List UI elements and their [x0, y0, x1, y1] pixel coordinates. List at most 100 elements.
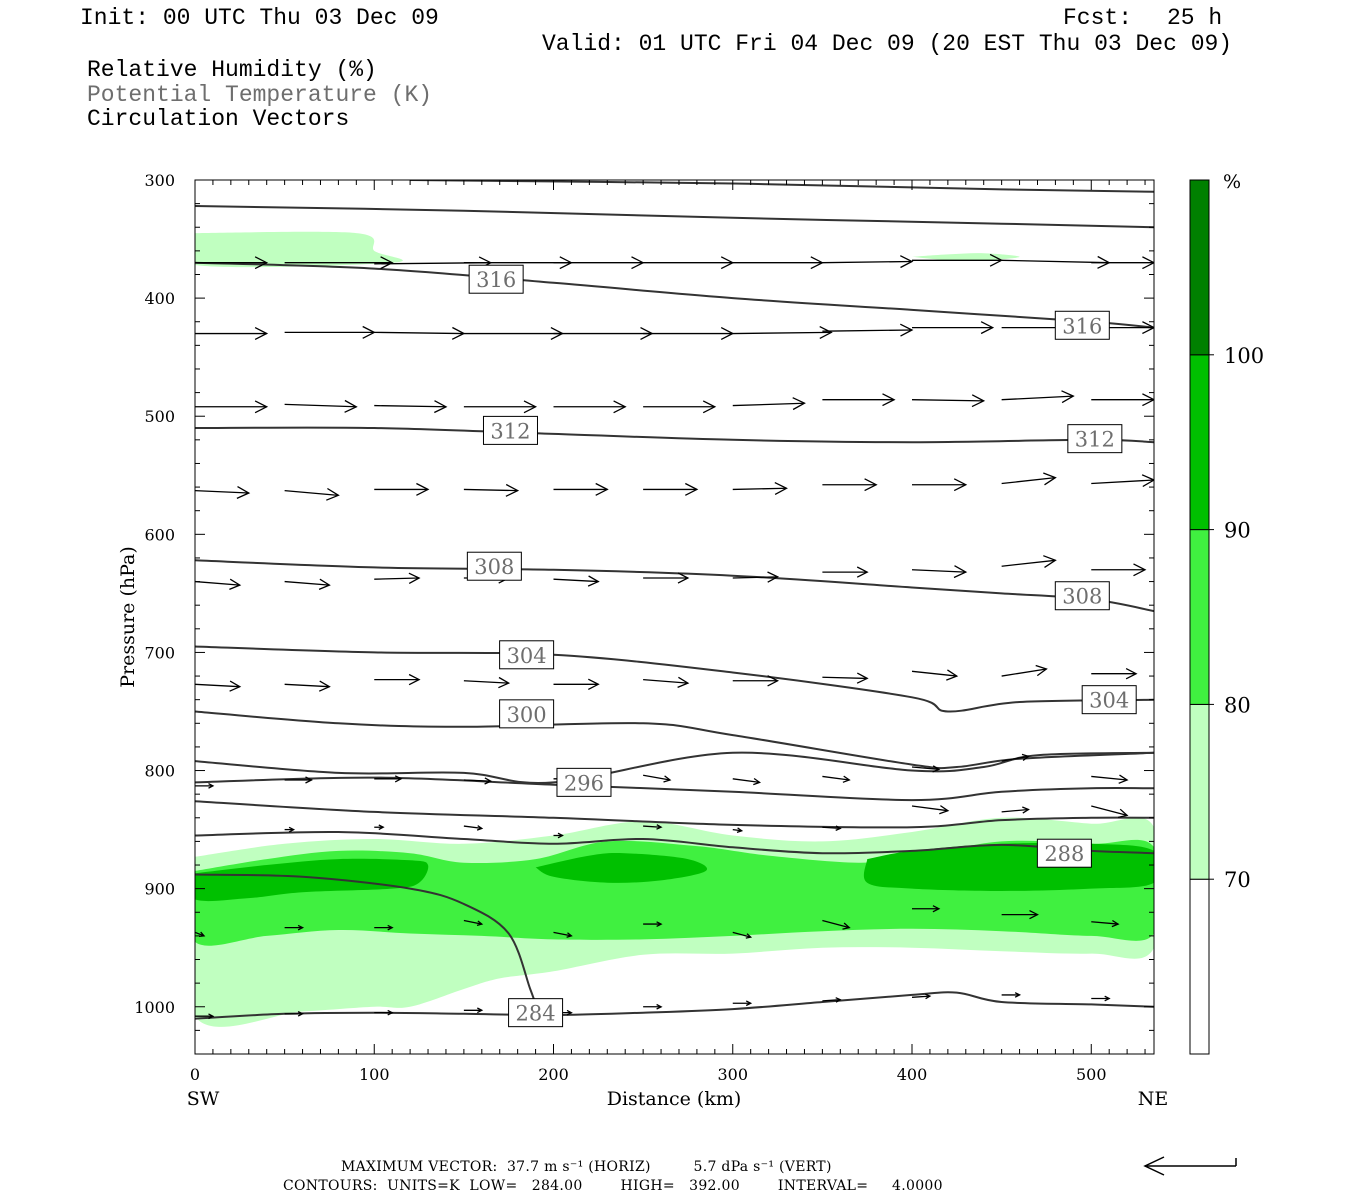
- theta-label-text: 284: [516, 1002, 556, 1026]
- forecast-label: Fcst:: [1063, 5, 1133, 31]
- vector-head: [587, 575, 600, 587]
- vector-head: [663, 775, 672, 783]
- vector-shaft: [463, 825, 482, 830]
- theta-contour-302-6: [195, 710, 1154, 770]
- vector-head: [792, 397, 806, 411]
- theta-label-312-9: 312: [1067, 424, 1123, 454]
- x-tick-label-200: 200: [538, 1065, 569, 1084]
- vector-shaft: [463, 680, 509, 684]
- circulation-vector-90: [463, 919, 484, 927]
- circulation-vector-51: [822, 566, 869, 578]
- vector-head: [1043, 472, 1057, 486]
- vector-shaft: [643, 825, 662, 828]
- vector-head: [989, 253, 1004, 267]
- circulation-vector-25: [463, 400, 538, 414]
- circulation-vector-77: [284, 826, 296, 833]
- vector-shaft: [463, 488, 518, 492]
- circulation-vector-36: [463, 483, 520, 497]
- theta-label-box: [1067, 424, 1123, 454]
- vector-head: [736, 827, 744, 834]
- vector-head: [523, 400, 538, 414]
- circulation-vector-100: [374, 1009, 394, 1016]
- circulation-vector-105: [822, 997, 842, 1003]
- plot-frame: [194, 179, 1155, 1055]
- vector-head: [378, 824, 385, 831]
- vector-head: [900, 255, 914, 269]
- vector-shaft: [643, 774, 671, 781]
- y-tick-label-700: 700: [144, 643, 175, 662]
- x-end-label-sw: SW: [187, 1088, 220, 1110]
- circulation-vector-10: [1091, 256, 1154, 270]
- theta-label-box: [482, 415, 538, 445]
- vector-head: [387, 1009, 394, 1016]
- theta-label-text: 312: [1075, 428, 1115, 452]
- circulation-vector-1: [284, 256, 394, 270]
- theta-label-box: [1054, 310, 1110, 340]
- vector-head: [1014, 992, 1022, 998]
- vector-head: [566, 1009, 573, 1016]
- vector-shaft: [1091, 479, 1154, 485]
- vector-head: [842, 775, 851, 783]
- vector-head: [613, 400, 627, 414]
- theta-label-box: [466, 551, 522, 581]
- vector-shaft: [911, 995, 930, 998]
- theta-label-box: [499, 699, 555, 729]
- vector-shaft: [553, 578, 599, 583]
- circulation-vector-27: [643, 400, 717, 414]
- circulation-vector-17: [732, 326, 833, 339]
- vector-shaft: [195, 489, 249, 494]
- vector-head: [208, 1013, 215, 1020]
- circulation-vector-99: [284, 1011, 305, 1017]
- vector-shaft: [284, 403, 357, 408]
- vector-head: [380, 256, 394, 270]
- vector-head: [476, 920, 484, 927]
- vector-head: [677, 572, 690, 584]
- axes: 300 400 500 600 700 800 900 1000 0 100 200 300 400 50…: [134, 171, 1154, 1084]
- circulation-vector-16: [643, 327, 735, 340]
- vector-shaft: [374, 577, 420, 580]
- vector-head: [1061, 390, 1075, 404]
- vector-shaft: [732, 331, 832, 335]
- vector-head: [408, 572, 421, 584]
- theta-label-284-0: 284: [508, 998, 564, 1028]
- vector-head: [882, 393, 896, 407]
- circulation-vector-60: [643, 676, 690, 688]
- circulation-vector-59: [553, 678, 600, 690]
- vector-head: [236, 486, 251, 499]
- circulation-vector-40: [822, 478, 878, 492]
- vector-shaft: [911, 805, 948, 812]
- circulation-vector-64: [1001, 664, 1048, 677]
- vector-shaft: [822, 919, 850, 929]
- vector-head: [394, 775, 403, 783]
- circulation-vector-86: [1091, 805, 1129, 819]
- reference-vector: [1143, 1156, 1237, 1176]
- vector-shaft: [822, 329, 913, 332]
- theta-contour-288-2: [195, 830, 1154, 855]
- circulation-vector-57: [374, 673, 421, 686]
- circulation-vector-61: [732, 675, 780, 687]
- circulation-vector-98: [195, 1013, 215, 1020]
- x-axis-title: Distance (km): [607, 1088, 742, 1110]
- vector-head: [1021, 753, 1030, 762]
- theta-label-box: [508, 998, 564, 1028]
- theta-contours: [195, 180, 1154, 1020]
- circulation-vector-56: [284, 680, 331, 692]
- field-relative-humidity: Relative Humidity (%): [87, 57, 377, 83]
- vector-head: [1141, 474, 1154, 488]
- vector-shaft: [732, 931, 751, 938]
- rh-shading: [195, 231, 1154, 1027]
- circulation-vector-89: [374, 924, 394, 931]
- circulation-vector-79: [463, 825, 484, 831]
- vector-shaft: [822, 676, 868, 680]
- vector-shaft: [732, 487, 787, 491]
- vector-head: [229, 680, 242, 692]
- circulation-vector-22: [195, 400, 269, 414]
- vector-head: [557, 832, 564, 839]
- theta-label-text: 296: [564, 771, 604, 795]
- circulation-vector-8: [912, 253, 1004, 267]
- circulation-vector-94: [822, 919, 851, 930]
- vector-shaft: [1001, 668, 1047, 677]
- circulation-vector-72: [732, 777, 762, 786]
- vector-shaft: [822, 999, 841, 1002]
- rh-region-70-80-1: [195, 231, 403, 268]
